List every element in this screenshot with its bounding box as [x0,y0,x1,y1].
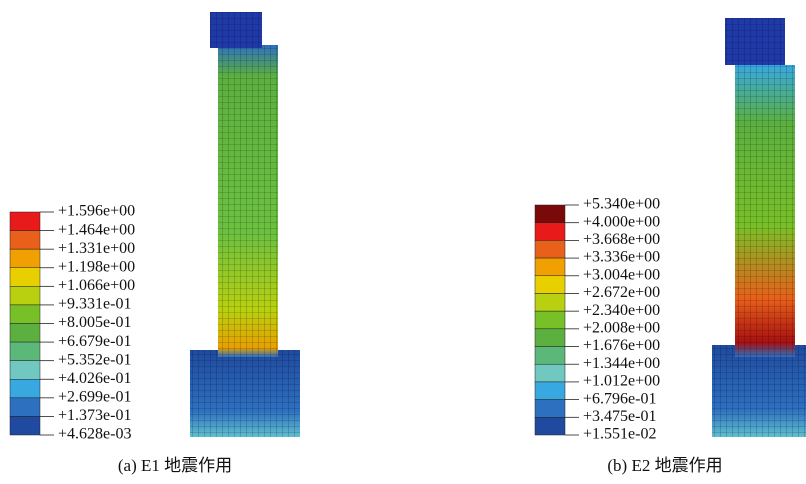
legend-label: +2.008e+00 [583,320,660,337]
legend-label: +6.796e-01 [583,390,656,407]
legend-label: +5.352e-01 [58,351,131,368]
legend-label: +6.679e-01 [58,333,131,350]
legend-swatch [535,276,565,294]
legend-swatch [10,379,40,398]
legend-swatch [535,240,565,258]
legend-label: +1.373e-01 [58,407,131,424]
legend-swatch [10,416,40,435]
legend-swatch [535,382,565,400]
legend-label: +5.340e+00 [583,196,660,213]
legend-swatch [10,231,40,250]
legend-label: +2.699e-01 [58,389,131,406]
legend-swatch [535,223,565,241]
legend-label: +1.198e+00 [58,258,135,275]
legend-label: +1.464e+00 [58,221,135,238]
legend-swatch [10,305,40,324]
legend-label: +2.672e+00 [583,284,660,301]
legend-swatch [535,364,565,382]
legend-swatch [535,311,565,329]
legend-swatch [10,249,40,268]
legend-label: +3.475e-01 [583,408,656,425]
legend-label: +3.336e+00 [583,249,660,266]
legend-label: +1.344e+00 [583,355,660,372]
legend-label: +3.668e+00 [583,231,660,248]
legend-swatch [535,347,565,365]
caption: (a) E1 地震作用 [118,456,232,475]
model-b [712,18,806,437]
legend-swatch [535,400,565,418]
legend-label: +2.340e+00 [583,302,660,319]
legend-swatch [10,342,40,361]
legend-label: +1.331e+00 [58,240,135,257]
legend-swatch [10,268,40,287]
figure: +1.596e+00+1.464e+00 +1.331e+00+1.198e+00… [0,0,806,479]
legend-label: +4.026e-01 [58,370,131,387]
legend-swatch [535,417,565,435]
caption: (b) E2 地震作用 [607,456,722,475]
legend-swatch [10,212,40,231]
legend-label: +1.012e+00 [583,373,660,390]
legend-swatch [10,398,40,417]
model-a [190,12,300,437]
legend-label: +4.628e-03 [58,426,131,443]
legend-label: +1.066e+00 [58,277,135,294]
legend-label: +4.000e+00 [583,213,660,230]
legend-swatch [10,361,40,380]
legend-label: +8.005e-01 [58,314,131,331]
legend-label: +9.331e-01 [58,296,131,313]
legend-label: +1.551e-02 [583,426,656,443]
legend-swatch [10,286,40,305]
legend-swatch [535,258,565,276]
legend-swatch [535,293,565,311]
legend-swatch [535,329,565,347]
legend-label: +1.676e+00 [583,337,660,354]
legend-swatch [10,324,40,343]
legend-label: +3.004e+00 [583,266,660,283]
legend-label: +1.596e+00 [58,203,135,220]
legend-swatch [535,205,565,223]
